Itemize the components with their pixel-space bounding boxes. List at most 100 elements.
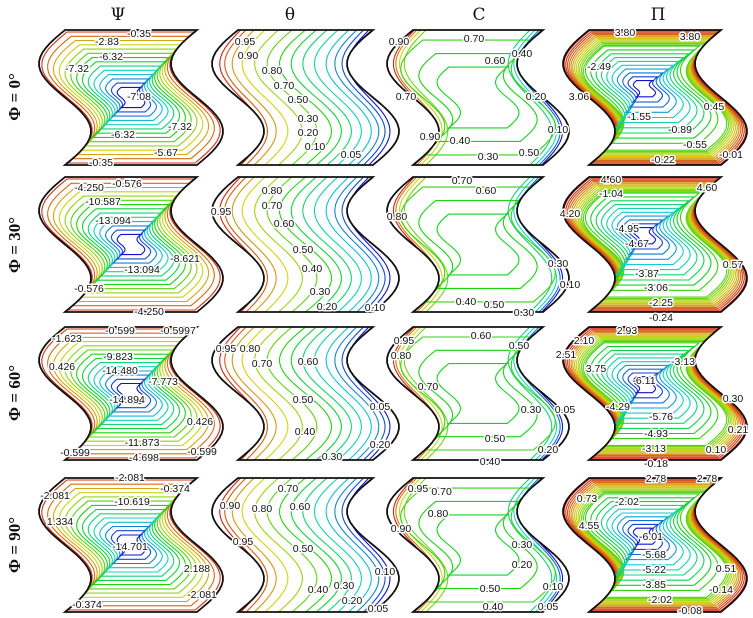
contour-label: -4.250 bbox=[134, 306, 164, 318]
contour-label: 3.80 bbox=[680, 31, 701, 43]
contour-line bbox=[325, 478, 372, 612]
contour-label: -4.67 bbox=[625, 238, 649, 250]
contour-label: 0.50 bbox=[509, 340, 530, 352]
contour-line bbox=[513, 327, 558, 460]
contour-label: -2.081 bbox=[40, 490, 70, 502]
contour-label: -3.85 bbox=[642, 579, 666, 591]
contour-line bbox=[254, 327, 303, 460]
contour-panel-theta-row-2: 0.95 0.80 0.70 0.60 0.50 0.40 0.30 0.20 0.10 bbox=[209, 176, 400, 316]
contour-label: 0.60 bbox=[290, 501, 311, 513]
enclosure-boundary bbox=[38, 326, 224, 461]
contour-label: -3.06 bbox=[644, 282, 668, 294]
contour-label: 0.95 bbox=[233, 536, 254, 548]
contour-line bbox=[590, 497, 712, 586]
contour-line bbox=[606, 60, 691, 124]
contour-panel-pi-row-2: 4.60 -1.04 4.60 4.20 -4.95 -4.67 0.57 -3.87 -3.0… bbox=[558, 173, 748, 326]
contour-label: -4.29 bbox=[606, 401, 630, 413]
contour-label: 0.50 bbox=[485, 433, 506, 445]
contour-line bbox=[395, 478, 439, 612]
contour-line bbox=[110, 229, 152, 260]
contour-line bbox=[418, 349, 538, 438]
contour-label: -11.873 bbox=[125, 437, 160, 449]
contour-line bbox=[622, 219, 670, 255]
contour-line bbox=[266, 177, 318, 312]
contour-line bbox=[241, 30, 289, 165]
contour-line bbox=[507, 177, 553, 312]
contour-line bbox=[627, 76, 663, 103]
contour-panel-psi-row-2: -4.250 -0.576 -10.587 -13.094 -8.621 -13.094 -… bbox=[38, 176, 224, 320]
contour-label: 0.30 bbox=[514, 307, 535, 319]
contour-label: 0.426 bbox=[49, 361, 75, 373]
contour-line bbox=[606, 357, 691, 419]
contour-label: 0.10 bbox=[706, 444, 727, 456]
contour-label: 0.60 bbox=[485, 55, 506, 67]
contour-label: 0.05 bbox=[341, 149, 362, 161]
contour-label: -0.374 bbox=[160, 483, 190, 495]
contour-label: -2.83 bbox=[95, 36, 119, 48]
enclosure-boundary bbox=[211, 477, 400, 613]
contour-line bbox=[105, 225, 157, 264]
contour-label: 0.95 bbox=[408, 483, 429, 495]
contour-line bbox=[403, 478, 449, 612]
contour-label: 0.30 bbox=[334, 580, 355, 592]
contour-label: 0.80 bbox=[262, 65, 283, 77]
contour-label: -10.587 bbox=[85, 196, 121, 208]
contour-line bbox=[418, 53, 538, 142]
contour-label: -7.773 bbox=[148, 376, 178, 388]
contour-line bbox=[590, 49, 712, 139]
contour-line bbox=[606, 508, 691, 571]
contour-line bbox=[290, 30, 342, 165]
contour-line bbox=[325, 30, 372, 165]
contour-line bbox=[582, 44, 728, 151]
contour-label: 0.70 bbox=[396, 91, 417, 103]
contour-label: 0.20 bbox=[317, 301, 338, 313]
contour-panel-c-row-4: 0.95 0.70 0.80 0.90 0.30 0.20 0.50 0.10 0.40 0.05 bbox=[386, 477, 570, 615]
contour-label: 0.80 bbox=[240, 343, 261, 355]
contour-line bbox=[325, 327, 372, 460]
contour-label: 0.40 bbox=[295, 426, 316, 438]
contour-line bbox=[627, 372, 663, 399]
contour-line bbox=[595, 53, 705, 134]
enclosure-boundary bbox=[562, 326, 748, 461]
contour-label: -0.01 bbox=[719, 149, 743, 161]
contour-line bbox=[611, 512, 684, 566]
contour-line bbox=[513, 177, 558, 312]
contour-line bbox=[266, 478, 318, 612]
contour-label: -0.14 bbox=[709, 584, 733, 596]
contour-label: 2.188 bbox=[184, 563, 210, 575]
contour-label: -2.081 bbox=[115, 472, 145, 484]
contour-label: -0.599 bbox=[60, 447, 90, 459]
contour-label: 0.90 bbox=[391, 523, 412, 535]
contour-label: 2.78 bbox=[646, 473, 667, 485]
contour-label: 0.60 bbox=[471, 330, 492, 342]
contour-line bbox=[611, 211, 684, 266]
contour-label: 0.70 bbox=[252, 358, 273, 370]
contour-panel-psi-row-3: -0.599 -0.5997 -1.623 0.426 -9.823 -14.480 -7.… bbox=[38, 324, 224, 466]
contour-line bbox=[595, 200, 705, 281]
contour-label: 0.50 bbox=[293, 543, 314, 555]
contour-panel-pi-row-1: 3.80 3.80 -2.49 3.06 0.45 -1.55 -0.89 -0.55 -0.2… bbox=[562, 26, 748, 168]
contour-label: -1.623 bbox=[52, 333, 82, 345]
contour-label: 0.70 bbox=[431, 486, 452, 498]
contour-line bbox=[302, 478, 352, 612]
contour-label: 0.90 bbox=[389, 36, 410, 48]
contour-line bbox=[279, 478, 332, 612]
contour-label: 0.50 bbox=[288, 94, 309, 106]
contour-label: -0.576 bbox=[112, 178, 142, 190]
contour-line bbox=[290, 478, 342, 612]
contour-line bbox=[400, 487, 556, 603]
contour-panel-c-row-2: 0.700.60 0.80 0.30 0.10 0.40 0.50 0.30 bbox=[385, 174, 582, 321]
contour-label: -7.08 bbox=[127, 91, 151, 103]
contour-label: 0.21 bbox=[728, 424, 749, 436]
contour-label: 0.50 bbox=[519, 147, 540, 159]
contour-line bbox=[398, 30, 443, 165]
contour-label: 0.70 bbox=[262, 200, 283, 212]
contour-label: -4.250 bbox=[74, 182, 104, 194]
contour-label: -0.35 bbox=[127, 28, 151, 40]
contour-label: 0.40 bbox=[302, 263, 323, 275]
contour-line bbox=[590, 346, 712, 435]
contour-line bbox=[600, 353, 698, 424]
contour-label: 0.20 bbox=[298, 127, 319, 139]
contour-label: -6.32 bbox=[99, 51, 123, 63]
